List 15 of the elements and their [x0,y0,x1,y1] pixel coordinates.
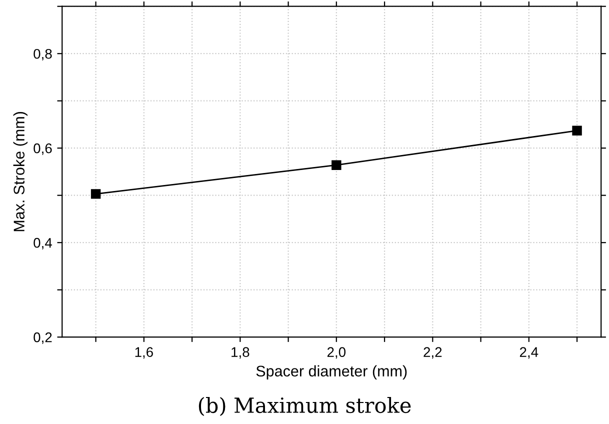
y-axis-title: Max. Stroke (mm) [13,112,28,232]
y-tick-label: 0,4 [34,238,52,250]
x-tick-label: 2,4 [520,347,538,359]
y-tick-label: 0,6 [34,143,52,155]
x-tick-label: 2,2 [424,347,442,359]
y-tick-label: 0,2 [34,332,52,344]
point [572,126,582,136]
x-tick-label: 1,6 [135,347,153,359]
x-tick-label: 1,8 [232,347,250,359]
x-tick-label: 2,0 [327,347,346,359]
point [332,160,342,170]
y-tick-label: 0,8 [34,48,52,60]
x-axis-title: Spacer diameter (mm) [256,365,407,380]
point [90,189,101,199]
text: (b) Maximum stroke [198,396,411,416]
